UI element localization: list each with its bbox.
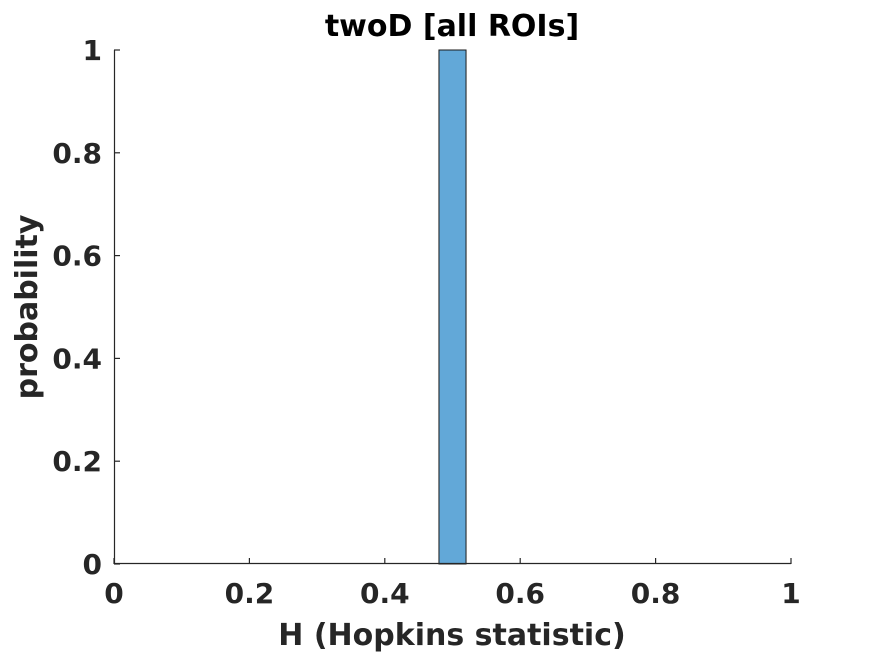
- x-tick-label: 0.2: [225, 577, 275, 610]
- x-tick-label: 0.8: [631, 577, 681, 610]
- bars-group: [438, 49, 467, 565]
- histogram-bar: [438, 49, 467, 565]
- x-tick-label: 0: [104, 577, 123, 610]
- x-axis-label: H (Hopkins statistic): [278, 618, 625, 653]
- y-tick-label: 0.8: [52, 137, 102, 170]
- x-tick-label: 0.6: [495, 577, 545, 610]
- y-ticks-group: 0 0.2 0.4 0.6 0.8 1: [52, 34, 120, 581]
- y-axis-label: probability: [10, 214, 45, 399]
- chart-title: twoD [all ROIs]: [325, 9, 579, 44]
- y-tick-label: 0: [83, 548, 102, 581]
- x-tick-label: 0.4: [360, 577, 410, 610]
- y-tick-label: 0.6: [52, 240, 102, 273]
- y-tick-label: 0.2: [52, 445, 102, 478]
- x-ticks-group: 0 0.2 0.4 0.6 0.8 1: [104, 558, 801, 610]
- y-tick-label: 1: [83, 34, 102, 67]
- y-tick-label: 0.4: [52, 342, 102, 375]
- plot-area: 0 0.2 0.4 0.6 0.8 1 0 0.2 0.4 0.6 0.8 1: [52, 34, 800, 610]
- x-tick-label: 1: [781, 577, 800, 610]
